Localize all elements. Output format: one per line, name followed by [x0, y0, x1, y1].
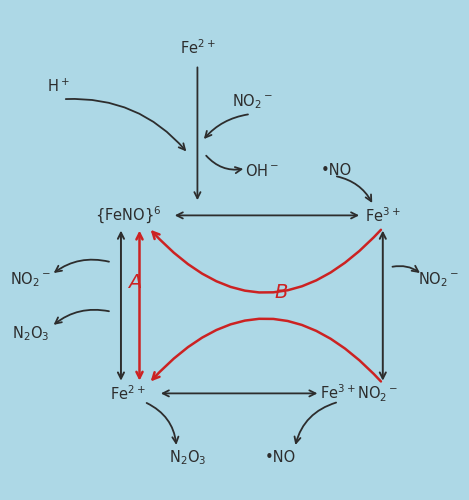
Text: Fe$^{3+}$: Fe$^{3+}$: [365, 206, 401, 225]
Text: Fe$^{2+}$: Fe$^{2+}$: [180, 38, 215, 56]
Text: NO$_2$$^-$: NO$_2$$^-$: [233, 92, 273, 111]
Text: H$^+$: H$^+$: [47, 78, 70, 96]
Text: B: B: [274, 282, 287, 302]
Text: N$_2$O$_3$: N$_2$O$_3$: [169, 448, 207, 467]
Text: {FeNO}$^6$: {FeNO}$^6$: [95, 205, 161, 226]
Text: NO$_2$$^-$: NO$_2$$^-$: [10, 270, 51, 289]
Text: OH$^-$: OH$^-$: [245, 163, 280, 179]
Text: NO$_2$$^-$: NO$_2$$^-$: [418, 270, 459, 289]
Text: N$_2$O$_3$: N$_2$O$_3$: [12, 324, 49, 344]
Text: •NO: •NO: [321, 164, 352, 178]
Text: Fe$^{3+}$NO$_2$$^-$: Fe$^{3+}$NO$_2$$^-$: [320, 382, 399, 404]
Text: Fe$^{2+}$: Fe$^{2+}$: [110, 384, 146, 402]
Text: A: A: [128, 272, 142, 291]
Text: •NO: •NO: [265, 450, 296, 465]
